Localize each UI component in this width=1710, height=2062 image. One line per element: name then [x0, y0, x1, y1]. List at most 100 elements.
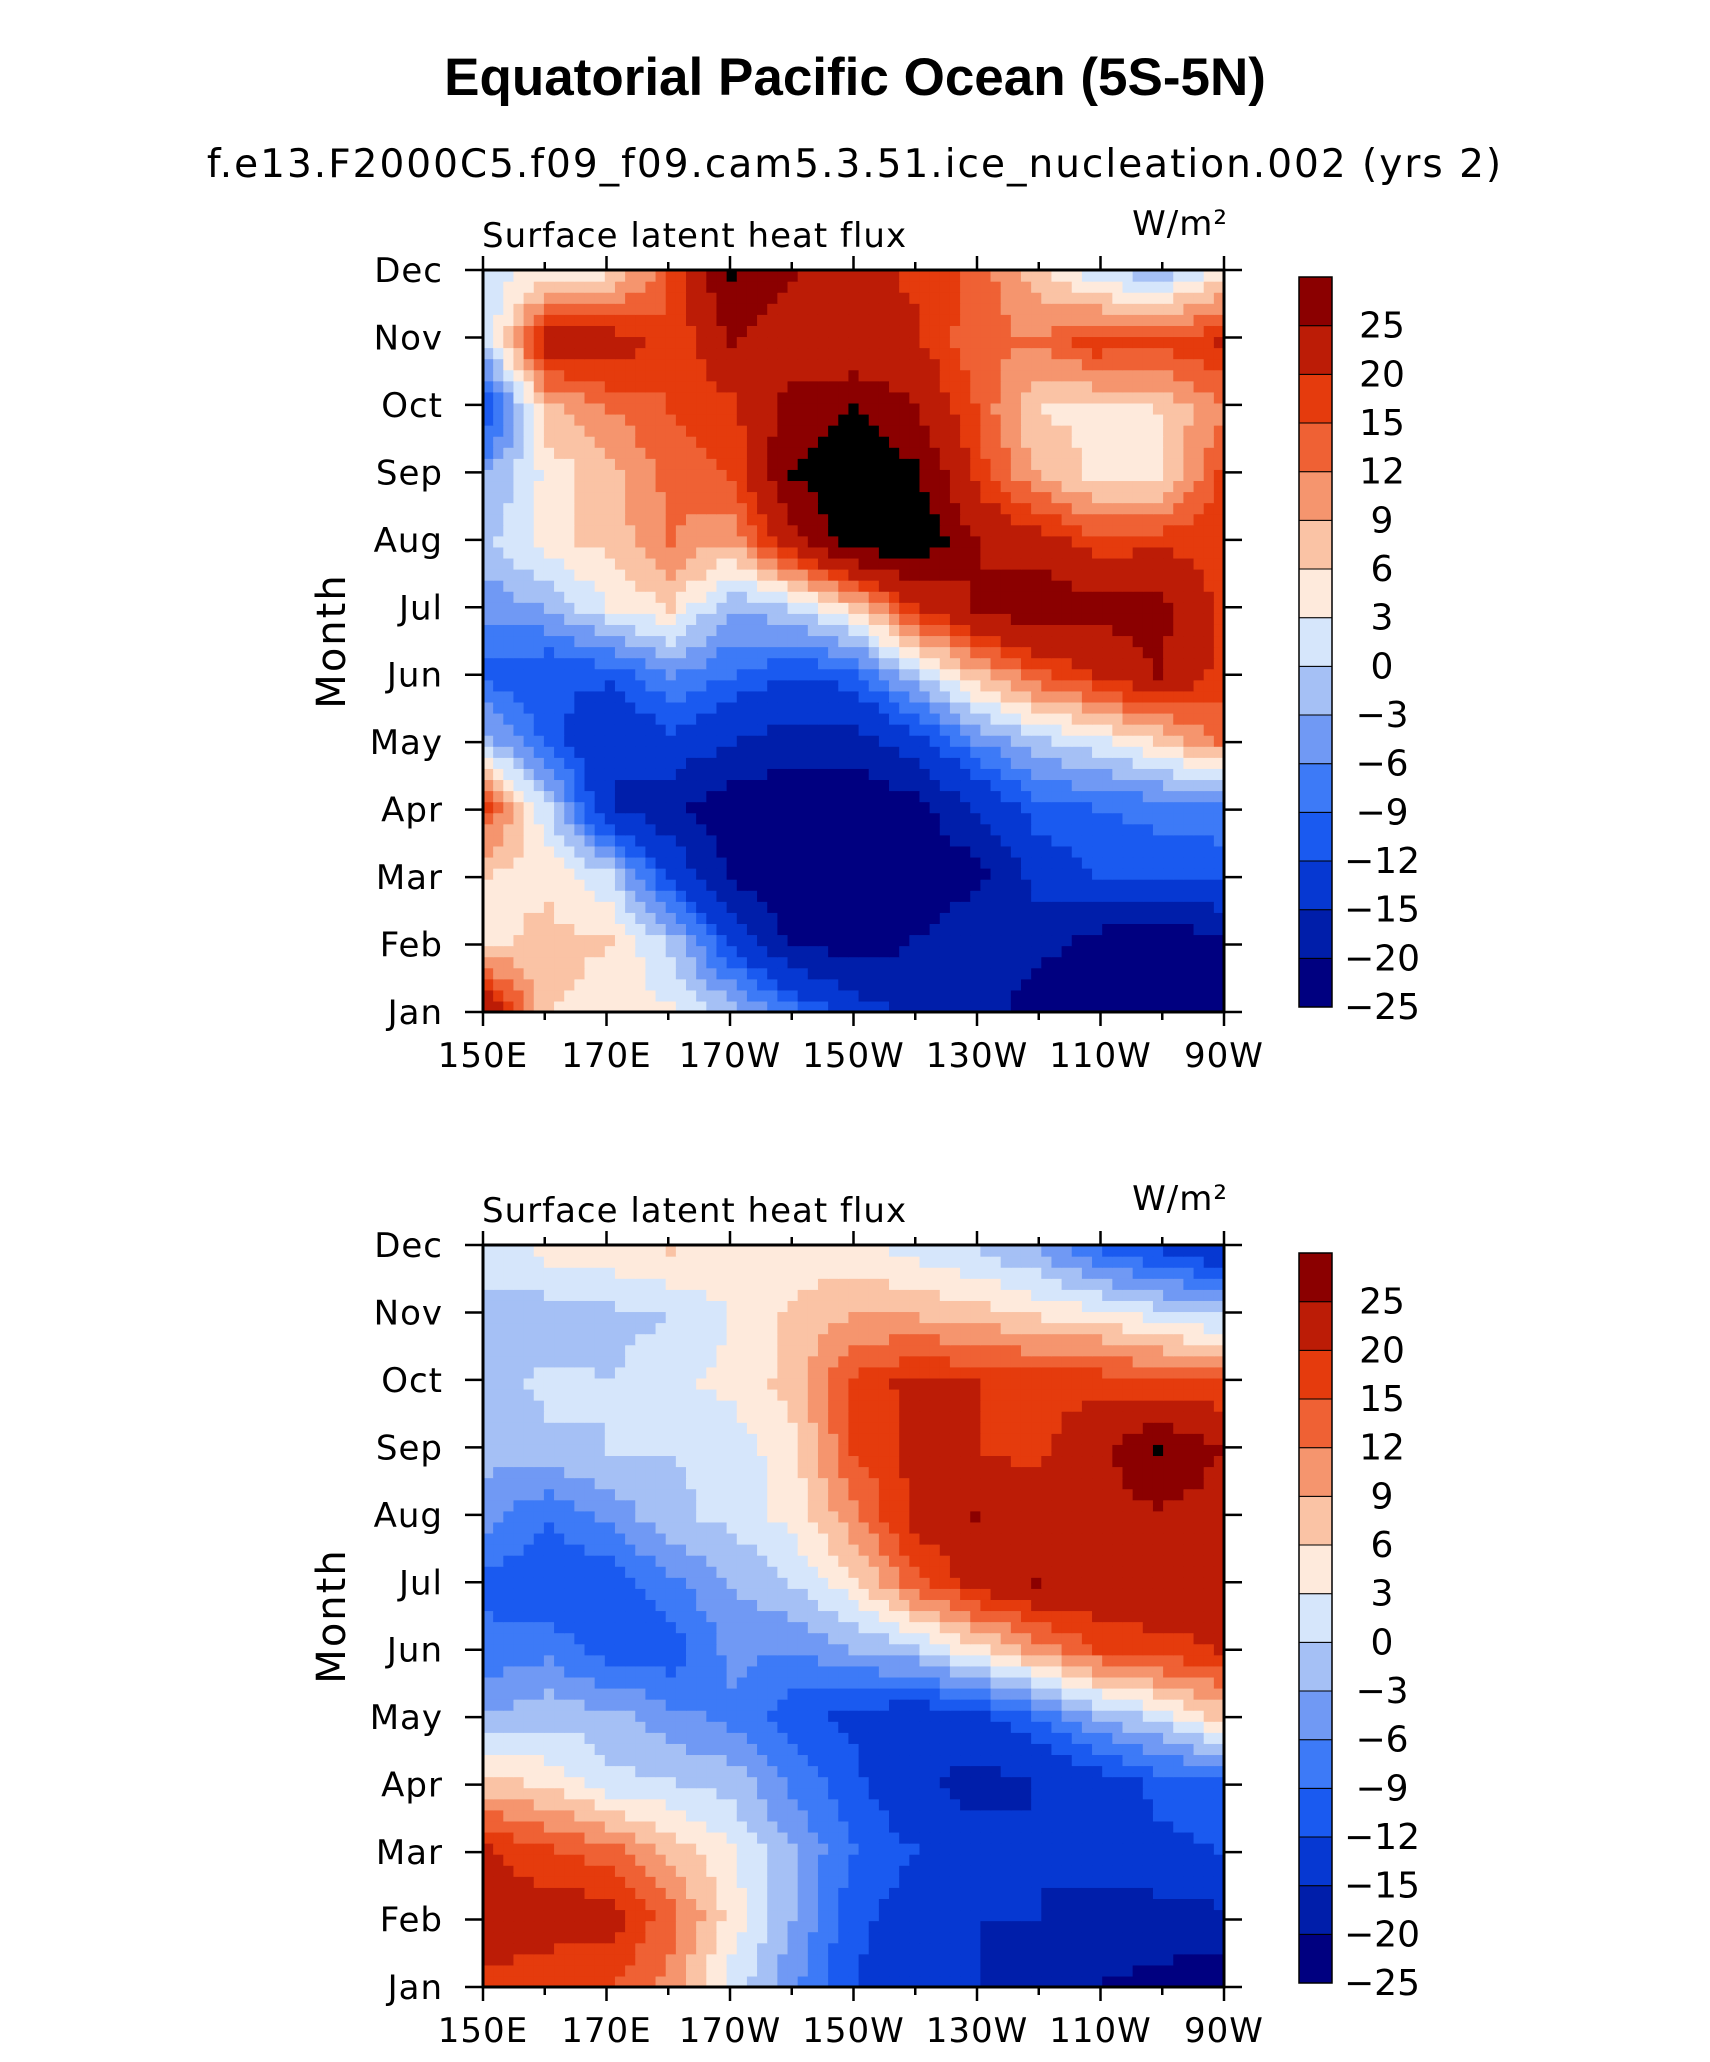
field-cell: [665, 569, 677, 581]
field-cell: [919, 823, 931, 836]
field-cell: [1152, 292, 1164, 304]
field-cell: [584, 735, 596, 747]
field-cell: [614, 569, 626, 581]
field-cell: [817, 624, 829, 637]
field-cell: [949, 868, 961, 880]
field-cell: [1193, 956, 1205, 969]
field-cell: [767, 890, 778, 902]
field-cell: [767, 391, 778, 404]
field-cell: [1112, 712, 1124, 725]
field-cell: [554, 524, 565, 537]
field-cell: [625, 668, 636, 681]
field-cell: [1203, 502, 1215, 515]
field-cell: [868, 901, 880, 913]
field-cell: [686, 1000, 697, 1013]
field-cell: [1061, 480, 1073, 493]
field-cell: [1183, 978, 1195, 991]
field-cell: [675, 701, 687, 714]
field-cell: [787, 746, 799, 758]
field-cell: [554, 336, 565, 349]
field-cell: [604, 436, 616, 448]
field-cell: [493, 402, 504, 415]
field-cell: [929, 314, 941, 326]
field-cell: [564, 458, 575, 470]
field-cell: [726, 989, 738, 1002]
field-cell: [828, 934, 839, 947]
field-cell: [716, 325, 728, 338]
field-cell: [716, 879, 728, 891]
field-cell: [675, 524, 687, 537]
field-cell: [1061, 657, 1073, 670]
field-cell: [797, 425, 809, 437]
field-cell: [939, 956, 951, 969]
field-cell: [513, 967, 525, 980]
field-cell: [1122, 602, 1134, 614]
field-cell: [1112, 635, 1124, 648]
field-cell: [868, 336, 880, 349]
field-cell: [675, 856, 687, 869]
field-cell: [625, 281, 636, 293]
field-cell: [614, 679, 626, 692]
field-cell: [1193, 923, 1205, 936]
field-cell: [493, 856, 504, 869]
field-cell: [1102, 569, 1113, 581]
field-cell: [878, 901, 890, 913]
field-cell: [828, 281, 839, 293]
field-cell: [716, 679, 728, 692]
field-cell: [807, 657, 819, 670]
field-cell: [513, 868, 525, 880]
field-cell: [1203, 369, 1215, 382]
field-cell: [787, 790, 799, 803]
field-cell: [807, 336, 819, 349]
field-cell: [645, 580, 657, 592]
field-cell: [493, 502, 504, 515]
field-cell: [746, 402, 758, 415]
field-cell: [848, 602, 860, 614]
field-cell: [899, 746, 910, 758]
field-cell: [939, 790, 951, 803]
field-cell: [696, 890, 707, 902]
field-cell: [899, 768, 910, 781]
field-cell: [817, 701, 829, 714]
field-cell: [543, 801, 555, 814]
field-cell: [696, 823, 707, 836]
field-cell: [838, 524, 850, 537]
field-cell: [919, 812, 931, 825]
x-tick-label: 90W: [1184, 1036, 1264, 1076]
field-cell: [1193, 580, 1205, 592]
field-cell: [625, 624, 636, 637]
field-cell: [716, 458, 728, 470]
field-cell: [554, 834, 565, 847]
field-cell: [564, 668, 575, 681]
field-cell: [584, 978, 596, 991]
field-cell: [980, 281, 992, 293]
field-cell: [1152, 480, 1164, 493]
field-cell: [848, 624, 860, 637]
field-cell: [970, 569, 981, 581]
field-cell: [543, 967, 555, 980]
field-cell: [1173, 358, 1184, 371]
field-cell: [1071, 270, 1083, 282]
field-cell: [1183, 757, 1195, 769]
field-cell: [706, 391, 718, 404]
field-cell: [1173, 380, 1184, 393]
field-cell: [1132, 768, 1144, 781]
field-cell: [483, 879, 494, 891]
field-cell: [1020, 646, 1032, 659]
field-cell: [757, 524, 768, 537]
field-cell: [1193, 768, 1205, 781]
field-cell: [1163, 281, 1174, 293]
field-cell: [990, 380, 1002, 393]
field-cell: [706, 834, 718, 847]
field-cell: [838, 358, 850, 371]
field-cell: [1061, 679, 1073, 692]
field-cell: [838, 746, 850, 758]
field-cell: [828, 580, 839, 592]
field-cell: [706, 569, 718, 581]
field-cell: [1081, 425, 1093, 437]
field-cell: [746, 812, 758, 825]
field-cell: [777, 801, 789, 814]
field-cell: [554, 901, 565, 913]
field-cell: [828, 513, 839, 526]
field-cell: [797, 668, 809, 681]
